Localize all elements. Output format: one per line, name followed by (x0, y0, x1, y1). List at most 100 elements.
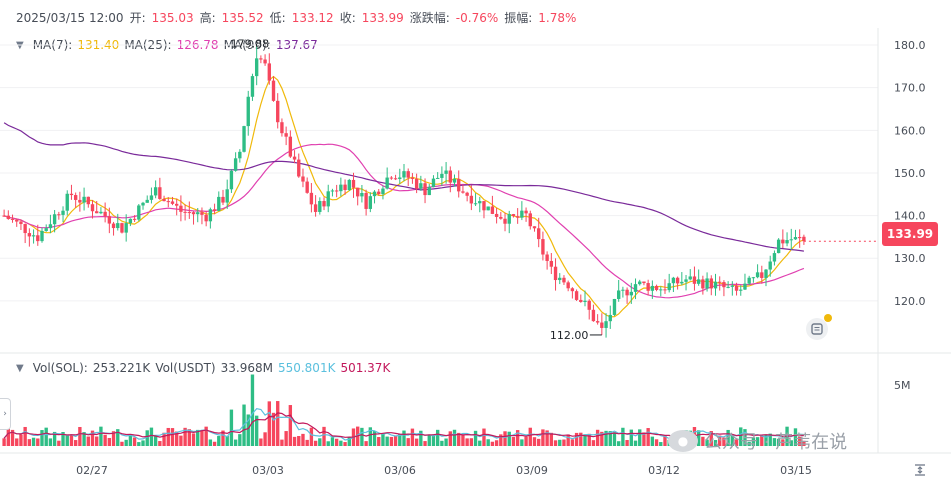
volume-bar (259, 438, 263, 446)
candle (667, 273, 671, 293)
open-label: 开: (129, 11, 146, 25)
candle-body (457, 178, 461, 192)
candle-body (372, 191, 377, 197)
candle (549, 253, 554, 275)
chevron-down-icon[interactable]: ▼ (16, 362, 24, 374)
volume-bar (570, 439, 575, 446)
volume-bar (604, 430, 608, 446)
candle (444, 162, 448, 184)
volume-bar (322, 426, 326, 446)
candle (591, 304, 596, 322)
amplitude-label: 振幅: (504, 11, 533, 25)
candle (650, 280, 655, 299)
candle (179, 195, 183, 222)
candle-body (520, 210, 524, 218)
candle (726, 281, 730, 289)
volume-bar (553, 440, 558, 446)
chevron-right-icon: › (3, 409, 7, 419)
volume-legend[interactable]: ▼ Vol(SOL): 253.221K Vol(USDT) 33.968M 5… (16, 361, 390, 375)
volume-bar (158, 441, 162, 446)
candle (781, 229, 785, 249)
volume-bar (284, 431, 288, 446)
candle-body (629, 291, 633, 296)
volume-bar (73, 440, 78, 446)
volume-bar (111, 431, 116, 446)
candle (44, 224, 48, 232)
volume-bar (31, 437, 36, 446)
candle (410, 173, 415, 184)
candle-body (768, 261, 772, 270)
candle-body (120, 223, 124, 233)
candle (507, 210, 511, 234)
reset-scale-button[interactable] (908, 460, 932, 480)
volume-bar (334, 438, 339, 446)
candle (671, 276, 676, 292)
candle-body (511, 214, 516, 217)
candle (473, 193, 478, 207)
volume-bar (473, 430, 478, 446)
candle (263, 54, 267, 66)
feedback-button[interactable] (806, 318, 828, 340)
candle (40, 227, 44, 243)
volume-bar (280, 439, 284, 446)
volume-bar (36, 438, 40, 446)
candle (755, 264, 760, 279)
volume-bar (435, 429, 440, 446)
candle-body (718, 281, 722, 283)
volume-bar (633, 440, 638, 446)
volume-bar (187, 429, 192, 446)
ma99-line (3, 122, 804, 252)
candle-body (562, 277, 566, 283)
candle (608, 305, 612, 329)
expand-panel-handle[interactable]: › (0, 398, 11, 430)
volume-bar (343, 442, 347, 446)
candle-body (608, 314, 612, 322)
candle (457, 170, 461, 198)
volume-bar (6, 428, 10, 446)
candle-body (385, 177, 389, 189)
candle (292, 150, 297, 164)
change-label: 涨跌幅: (409, 11, 450, 25)
candle-body (781, 239, 785, 244)
candle (31, 229, 36, 244)
candle-body (103, 211, 107, 217)
candle (132, 215, 137, 223)
candle (798, 229, 802, 248)
high-value: 135.52 (221, 10, 264, 25)
candle-body (448, 170, 452, 183)
volume-bar (659, 442, 663, 446)
volume-bar (128, 434, 133, 446)
volume-bar (149, 427, 154, 446)
candle (629, 282, 633, 304)
candle-body (309, 192, 314, 205)
volume-bar (705, 439, 709, 446)
candle (36, 224, 40, 246)
candle (633, 278, 638, 300)
candle-body (604, 321, 608, 328)
candle (638, 279, 642, 286)
candle-body (726, 286, 730, 288)
volume-bar (175, 431, 179, 446)
volume-bar (15, 438, 19, 446)
candle (137, 204, 141, 222)
volume-bar (734, 439, 739, 446)
candle (427, 184, 431, 196)
candle-body (86, 196, 90, 205)
candle (356, 187, 360, 206)
candle (406, 168, 410, 186)
candle-body (692, 276, 697, 284)
candle (267, 53, 271, 85)
candle-body (225, 189, 229, 203)
volume-bar (368, 427, 373, 446)
volume-bar (414, 438, 419, 446)
volume-bar (381, 433, 385, 446)
candle-body (90, 204, 95, 212)
candle-body (579, 299, 583, 302)
candle-body (208, 209, 213, 222)
volume-bar (212, 441, 217, 446)
volume-bar (179, 435, 183, 446)
volume-bar (743, 429, 747, 446)
candle (200, 207, 204, 225)
candle-body (334, 190, 339, 192)
